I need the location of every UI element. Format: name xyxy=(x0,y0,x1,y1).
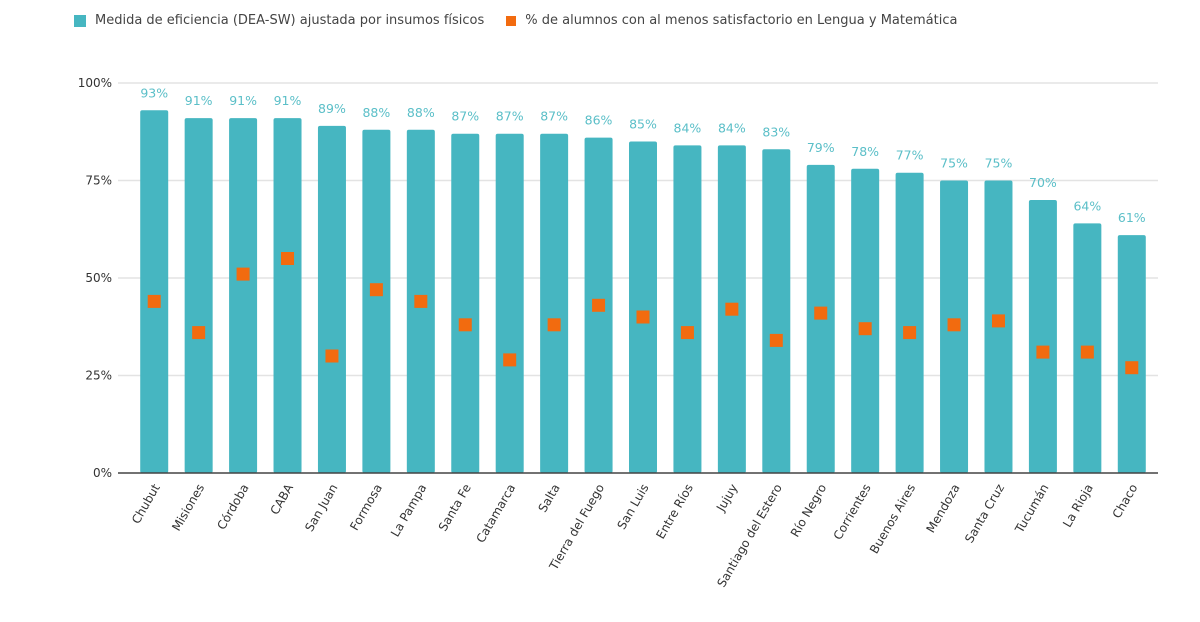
legend-swatch-square xyxy=(506,15,517,26)
x-tick-label: Formosa xyxy=(347,482,385,533)
x-tick-label: Catamarca xyxy=(473,482,518,546)
x-tick-label: San Luis xyxy=(614,482,651,532)
point-marker xyxy=(147,294,161,308)
data-label: 88% xyxy=(362,105,390,120)
x-tick-label: La Rioja xyxy=(1060,482,1096,530)
point-marker xyxy=(547,318,561,332)
x-tick-label: Río Negro xyxy=(788,482,830,540)
point-marker xyxy=(325,349,339,363)
data-label: 91% xyxy=(185,93,213,108)
data-label: 77% xyxy=(896,148,924,163)
point-marker xyxy=(369,283,383,297)
data-label: 87% xyxy=(496,109,524,124)
data-label: 79% xyxy=(807,140,835,155)
point-marker xyxy=(236,267,250,281)
point-marker xyxy=(947,318,961,332)
bar xyxy=(451,133,480,473)
data-label: 83% xyxy=(762,124,790,139)
x-tick-label: Chubut xyxy=(129,481,163,526)
data-label: 64% xyxy=(1073,198,1101,213)
point-marker xyxy=(769,333,783,347)
legend-item-students[interactable]: % de alumnos con al menos satisfactorio … xyxy=(506,13,957,28)
x-tick-label: CABA xyxy=(267,481,296,517)
bar xyxy=(540,133,569,473)
point-marker xyxy=(592,298,606,312)
point-marker xyxy=(281,252,295,265)
point-marker xyxy=(192,326,206,340)
bar xyxy=(184,118,213,473)
point-marker xyxy=(680,326,694,340)
y-tick-label: 100% xyxy=(78,76,112,90)
point-marker xyxy=(858,322,872,336)
x-tick-label: Jujuy xyxy=(713,482,740,515)
x-tick-label: Córdoba xyxy=(214,482,251,533)
data-label: 91% xyxy=(274,93,302,108)
point-marker xyxy=(636,310,650,324)
y-tick-label: 25% xyxy=(85,369,112,383)
x-tick-label: Buenos Aires xyxy=(867,482,918,557)
data-label: 89% xyxy=(318,101,346,116)
data-label: 70% xyxy=(1029,175,1057,190)
point-marker xyxy=(991,314,1005,328)
point-marker xyxy=(814,306,828,320)
bar xyxy=(317,125,346,474)
bar xyxy=(362,129,391,474)
point-marker xyxy=(903,326,917,340)
data-label: 84% xyxy=(718,120,746,135)
bar xyxy=(673,145,702,473)
data-label: 87% xyxy=(451,109,479,124)
x-tick-label: Santa Fe xyxy=(436,482,474,534)
bar xyxy=(273,118,302,473)
x-tick-label: Misiones xyxy=(169,482,207,534)
bar xyxy=(1028,200,1057,473)
data-label: 93% xyxy=(140,85,168,100)
point-marker xyxy=(503,353,517,367)
legend-label: % de alumnos con al menos satisfactorio … xyxy=(525,13,958,28)
legend-item-efficiency[interactable]: Medida de eficiencia (DEA-SW) ajustada p… xyxy=(74,13,484,28)
data-label: 87% xyxy=(540,109,568,124)
point-marker xyxy=(1125,361,1139,375)
x-tick-label: Tucumán xyxy=(1012,482,1052,537)
data-label: 61% xyxy=(1118,210,1146,225)
point-marker xyxy=(1080,345,1094,359)
bar xyxy=(762,149,791,474)
data-label: 75% xyxy=(940,156,968,171)
y-tick-label: 50% xyxy=(85,271,112,285)
data-label: 84% xyxy=(674,120,702,135)
x-tick-label: Chaco xyxy=(1110,482,1141,521)
x-tick-label: Salta xyxy=(535,482,562,515)
x-tick-label: Mendoza xyxy=(924,482,963,536)
point-marker xyxy=(458,318,472,332)
legend-label: Medida de eficiencia (DEA-SW) ajustada p… xyxy=(95,13,485,28)
x-tick-label: La Pampa xyxy=(388,482,429,540)
data-label: 75% xyxy=(985,156,1013,171)
x-tick-label: San Juan xyxy=(302,482,340,534)
legend-swatch-bar xyxy=(74,14,86,27)
data-label: 91% xyxy=(229,93,257,108)
data-label: 86% xyxy=(585,113,613,128)
bar xyxy=(1117,235,1146,473)
bar xyxy=(229,118,258,473)
bar xyxy=(629,141,657,473)
legend: Medida de eficiencia (DEA-SW) ajustada p… xyxy=(74,13,957,28)
bar xyxy=(895,172,924,473)
bar xyxy=(495,133,524,473)
data-label: 88% xyxy=(407,105,435,120)
x-tick-label: Corrientes xyxy=(831,482,874,543)
data-label: 85% xyxy=(629,117,657,132)
point-marker xyxy=(414,294,428,308)
y-tick-label: 0% xyxy=(93,466,112,480)
y-tick-label: 75% xyxy=(85,174,112,188)
point-marker xyxy=(725,302,739,316)
data-label: 78% xyxy=(851,144,879,159)
bar xyxy=(140,110,169,474)
bar xyxy=(851,168,880,474)
x-tick-label: Entre Ríos xyxy=(653,482,696,542)
x-tick-label: Santa Cruz xyxy=(962,482,1007,546)
point-marker xyxy=(1036,345,1050,359)
